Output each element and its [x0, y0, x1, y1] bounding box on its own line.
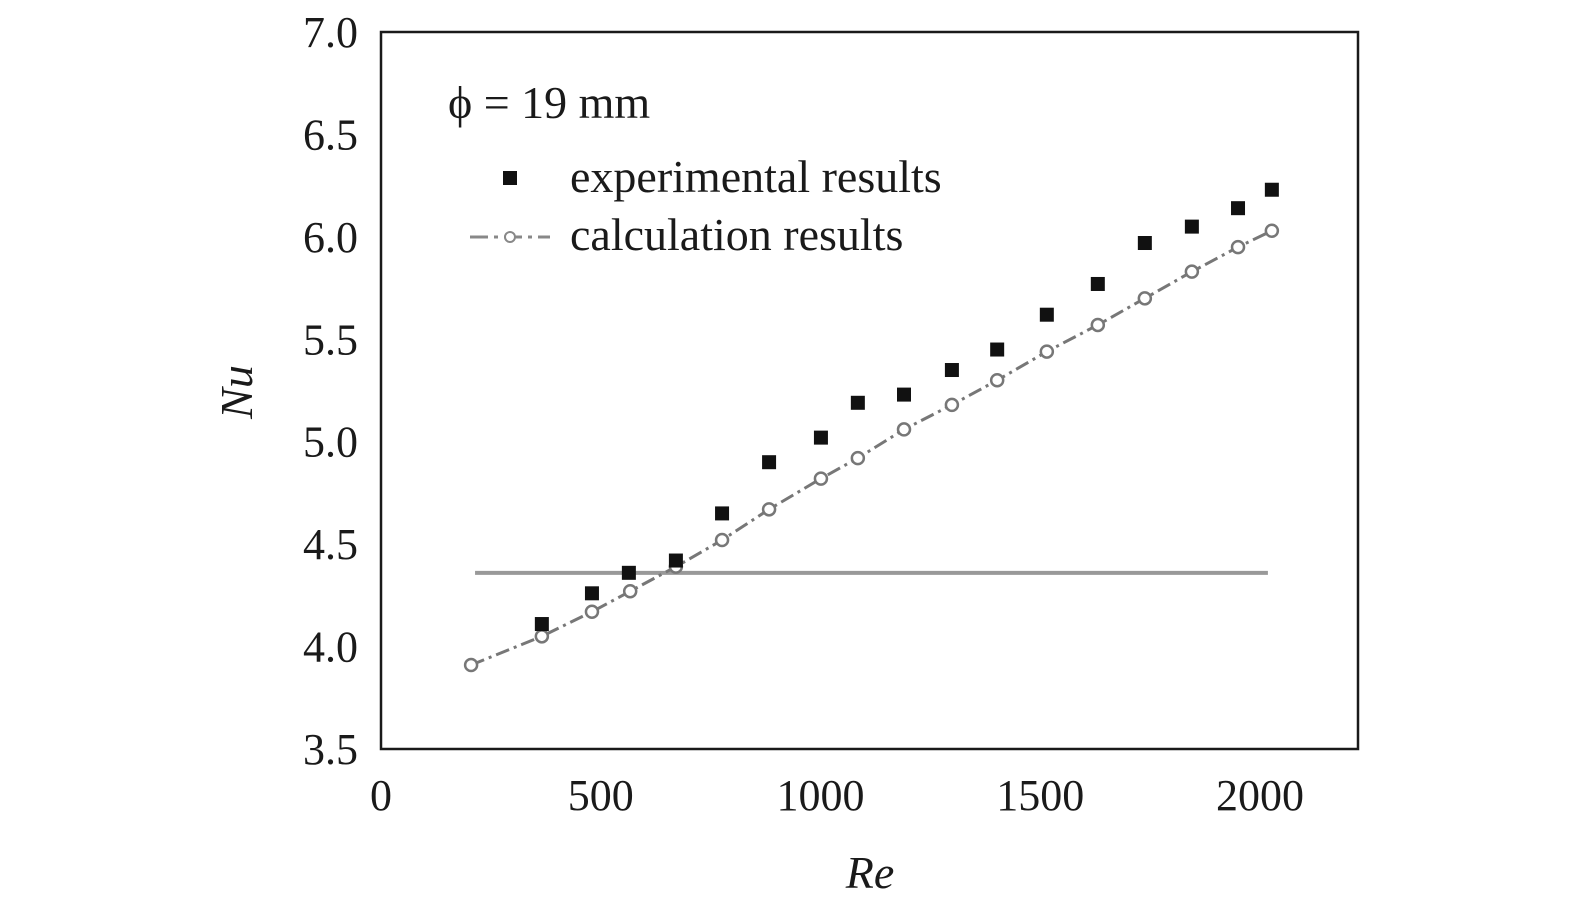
calculation-results-point — [850, 450, 866, 466]
x-tick-label: 2000 — [1216, 771, 1304, 820]
calculation-results-point — [714, 532, 730, 548]
series-group — [463, 182, 1280, 673]
y-tick-label: 5.5 — [303, 315, 358, 364]
experimental-results-point — [584, 586, 599, 601]
calculation-results-point — [761, 502, 777, 517]
calculation-results-point — [622, 584, 638, 599]
y-tick-label: 4.0 — [303, 623, 358, 672]
calculation-results-point — [1184, 264, 1200, 279]
calculation-results-point — [896, 422, 912, 437]
experimental-results-point — [534, 617, 549, 632]
x-tick-label: 1000 — [776, 771, 864, 820]
x-tick-label: 500 — [568, 771, 634, 820]
legend-annotation: ϕ = 19 mm — [448, 77, 650, 128]
legend-marker-experimental — [503, 171, 517, 185]
experimental-results-point — [668, 553, 683, 568]
experimental-results-point — [813, 430, 828, 445]
y-tick-label: 4.5 — [303, 520, 358, 569]
calculation-results-point — [534, 629, 550, 644]
experimental-results-point — [944, 363, 959, 378]
experimental-results-point — [897, 387, 912, 402]
calculation-results-point — [1039, 344, 1055, 359]
calculation-results-point — [813, 471, 829, 486]
calculation-results-point — [1137, 291, 1153, 306]
y-tick-label: 7.0 — [303, 8, 358, 57]
calculation-results-point — [989, 373, 1005, 388]
experimental-results-point — [1090, 276, 1105, 291]
x-tick-label: 1500 — [996, 771, 1084, 820]
calculation-results-point — [1230, 239, 1246, 255]
experimental-results-point — [1264, 182, 1279, 197]
x-tick-label: 0 — [370, 771, 392, 820]
legend-label-calculation: calculation results — [570, 209, 903, 260]
experimental-results-point — [762, 455, 777, 470]
calculation-results-point — [463, 657, 479, 673]
experimental-results-point — [715, 506, 730, 521]
y-tick-label: 6.5 — [303, 110, 358, 159]
legend-marker-calculation — [504, 231, 516, 243]
calculation-results-point — [944, 397, 960, 413]
experimental-results-point — [1231, 201, 1246, 216]
y-tick-label: 3.5 — [303, 725, 358, 774]
y-tick-label: 6.0 — [303, 213, 358, 262]
y-ticks: 3.5 4.0 4.5 5.0 5.5 6.0 6.5 7.0 — [303, 8, 358, 774]
experimental-results-point — [621, 565, 636, 580]
experimental-results-point — [850, 395, 865, 410]
y-axis-label: Nu — [211, 365, 262, 420]
y-tick-label: 5.0 — [303, 418, 358, 467]
calculation-results-point — [1264, 223, 1280, 238]
experimental-results-point — [1039, 307, 1054, 322]
plot-frame — [379, 30, 1360, 751]
experimental-results-point — [990, 342, 1005, 357]
calculation-results-point — [1090, 317, 1106, 333]
x-axis-label: Re — [845, 847, 895, 898]
experimental-results-point — [1137, 236, 1152, 251]
legend-label-experimental: experimental results — [570, 151, 942, 202]
x-ticks: 0 500 1000 1500 2000 — [370, 771, 1304, 820]
experimental-results-point — [1184, 219, 1199, 234]
calculation-results-point — [584, 604, 600, 619]
legend: ϕ = 19 mm experimental results calculati… — [448, 77, 942, 260]
